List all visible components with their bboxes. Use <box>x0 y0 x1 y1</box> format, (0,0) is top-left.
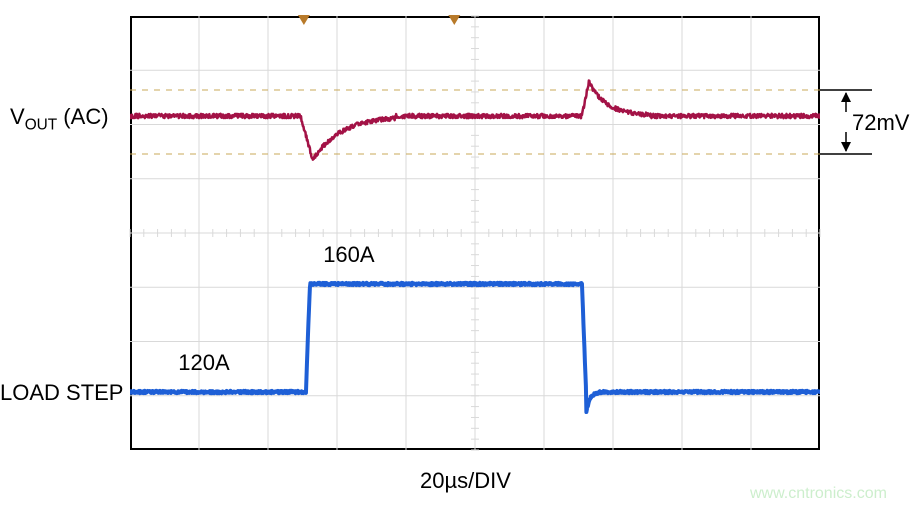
watermark: www.cntronics.com <box>750 485 887 503</box>
load-axis-label: LOAD STEP <box>0 380 123 406</box>
time-axis-label: 20µs/DIV <box>420 468 511 494</box>
vout-ac-text: AC <box>71 104 102 129</box>
load-low-label: 120A <box>178 350 229 376</box>
load-high-label: 160A <box>323 242 374 268</box>
vout-axis-label: VOUT (AC) <box>10 104 109 134</box>
scope-svg <box>0 0 912 505</box>
vout-pp-label: 72mV <box>852 110 909 136</box>
scope-screenshot: VOUT (AC) LOAD STEP 160A 120A 20µs/DIV 7… <box>0 0 912 505</box>
